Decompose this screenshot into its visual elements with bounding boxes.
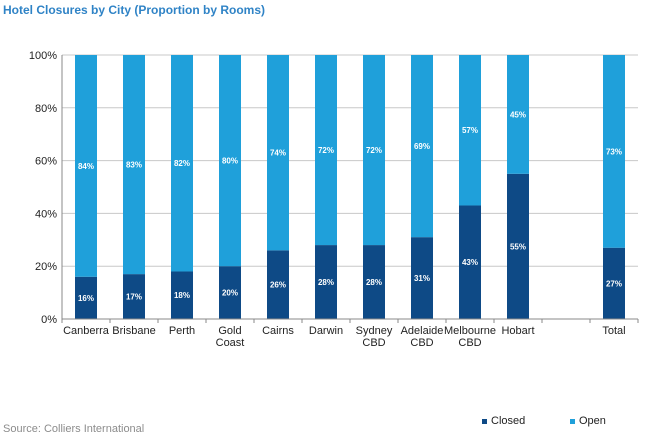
bar-closed — [315, 245, 337, 319]
data-label-open: 84% — [78, 162, 94, 171]
x-tick-label: CBD — [362, 337, 385, 349]
x-tick-label: Cairns — [262, 325, 294, 337]
data-label-open: 45% — [510, 110, 526, 119]
x-tick-label: Canberra — [63, 325, 110, 337]
x-tick-label: CBD — [458, 337, 481, 349]
bar-open — [411, 55, 433, 238]
gridlines — [62, 54, 638, 267]
x-tick-label: Brisbane — [112, 325, 155, 337]
x-tick-label: Total — [602, 325, 625, 337]
data-label-closed: 26% — [270, 281, 286, 290]
bar-open — [75, 55, 97, 277]
bar-closed — [267, 250, 289, 319]
data-label-closed: 31% — [414, 274, 430, 283]
bar-closed — [411, 237, 433, 319]
bar-open — [603, 55, 625, 248]
data-label-closed: 16% — [78, 294, 94, 303]
data-label-closed: 20% — [222, 289, 238, 298]
bar-closed — [507, 173, 529, 319]
bar-open — [123, 55, 145, 275]
data-label-open: 72% — [366, 146, 382, 155]
data-label-open: 83% — [126, 161, 142, 170]
legend-label-open: Open — [579, 415, 606, 427]
data-label-open: 82% — [174, 159, 190, 168]
y-tick-label: 0% — [41, 314, 57, 326]
data-label-closed: 28% — [318, 278, 334, 287]
x-tick-label: Darwin — [309, 325, 343, 337]
y-tick-label: 80% — [35, 103, 57, 115]
data-label-closed: 43% — [462, 258, 478, 267]
data-label-closed: 18% — [174, 291, 190, 300]
bar-closed — [603, 247, 625, 319]
legend-item-open: Open — [570, 415, 606, 427]
data-label-closed: 28% — [366, 278, 382, 287]
data-label-closed: 17% — [126, 293, 142, 302]
bar-closed — [123, 274, 145, 319]
bar-closed — [219, 266, 241, 319]
bar-open — [315, 55, 337, 246]
y-tick-label: 20% — [35, 261, 57, 273]
chart-title: Hotel Closures by City (Proportion by Ro… — [3, 3, 266, 17]
axes: 0% 20% 40% 60% 80% 100% Canberra Brisbane Perth G… — [29, 50, 639, 349]
data-label-open: 74% — [270, 149, 286, 158]
x-tick-label: Melbourne — [444, 325, 496, 337]
bar-closed — [171, 271, 193, 319]
bar-open — [363, 55, 385, 246]
legend-item-closed: Closed — [482, 415, 525, 427]
legend-swatch-closed — [482, 418, 487, 424]
bar-closed — [459, 205, 481, 319]
x-tick-label: Sydney — [356, 325, 393, 337]
data-labels: 16% 84% 17% 83% 18% 82% 20% 80% 26% 74% 28% 72% 28% 7… — [78, 110, 622, 302]
legend-label-closed: Closed — [491, 415, 526, 427]
data-label-open: 69% — [414, 142, 430, 151]
x-tick-label: CBD — [410, 337, 433, 349]
data-label-open: 73% — [606, 147, 622, 156]
y-tick-label: 100% — [29, 50, 57, 62]
bar-open — [219, 55, 241, 267]
legend-swatch-open — [570, 418, 575, 424]
source-note: Source: Colliers International — [3, 423, 145, 435]
x-tick-label: Perth — [169, 325, 195, 337]
y-tick-label: 40% — [35, 208, 57, 220]
data-label-closed: 55% — [510, 242, 526, 251]
bar-open — [459, 55, 481, 206]
bar-open — [267, 55, 289, 251]
bars — [75, 55, 625, 319]
x-tick-label: Coast — [216, 337, 245, 349]
data-label-closed: 27% — [606, 279, 622, 288]
y-tick-label: 60% — [35, 156, 57, 168]
bar-closed — [363, 245, 385, 319]
x-tick-label: Gold — [218, 325, 241, 337]
data-label-open: 72% — [318, 146, 334, 155]
x-tick-label: Hobart — [501, 325, 534, 337]
bar-open — [507, 55, 529, 174]
bar-closed — [75, 276, 97, 319]
x-tick-label: Adelaide — [401, 325, 444, 337]
data-label-open: 57% — [462, 126, 478, 135]
data-label-open: 80% — [222, 157, 238, 166]
bar-open — [171, 55, 193, 272]
